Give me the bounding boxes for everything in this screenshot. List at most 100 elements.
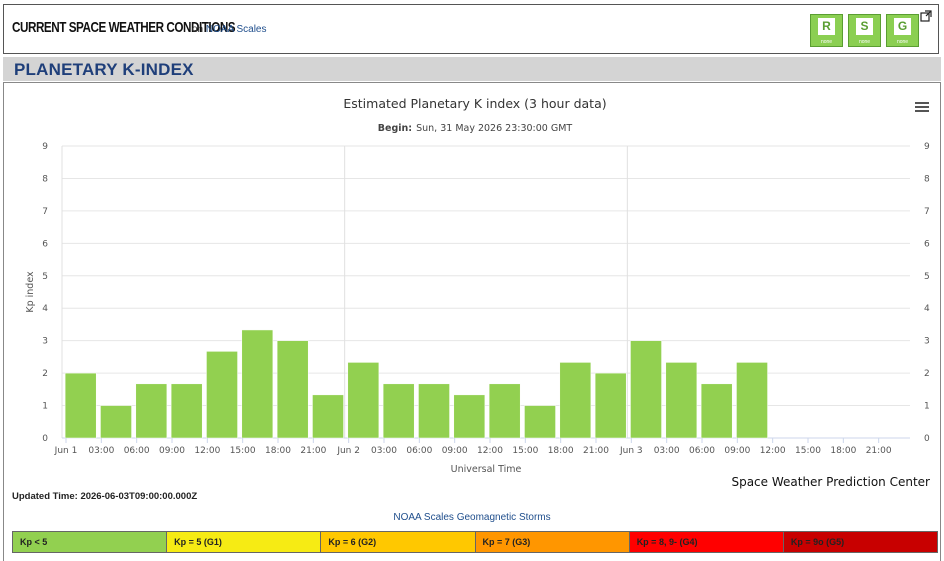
bar-19 xyxy=(736,362,768,439)
y-tick-left-6: 6 xyxy=(42,239,48,249)
x-tick-15: 21:00 xyxy=(583,446,609,456)
bar-4 xyxy=(206,351,238,439)
on-word: on xyxy=(192,24,204,35)
x-tick-3: 09:00 xyxy=(159,446,185,456)
scale-g-badge[interactable]: G none xyxy=(886,14,919,47)
x-tick-8: Jun 2 xyxy=(336,446,360,456)
x-tick-22: 18:00 xyxy=(830,446,856,456)
x-tick-2: 06:00 xyxy=(124,446,150,456)
x-tick-13: 15:00 xyxy=(512,446,538,456)
x-tick-23: 21:00 xyxy=(866,446,892,456)
y-axis-right: 0 1 2 3 4 5 6 7 8 9 xyxy=(924,142,930,444)
kp-legend: Kp < 5 Kp = 5 (G1) Kp = 6 (G2) Kp = 7 (G3) K… xyxy=(12,531,938,553)
updated-time: Updated Time: 2026-06-03T09:00:00.000Z xyxy=(12,491,198,502)
x-tick-20: 12:00 xyxy=(760,446,786,456)
x-tick-6: 18:00 xyxy=(265,446,291,456)
kp-index-chart: Estimated Planetary K index (3 hour data… xyxy=(25,96,930,489)
legend-item-3: Kp = 7 (G3) xyxy=(475,532,630,552)
x-tick-1: 03:00 xyxy=(88,446,114,456)
y-tick-left-0: 0 xyxy=(42,434,48,444)
bar-3 xyxy=(170,383,203,439)
chart-grid xyxy=(61,145,910,439)
y-tick-right-1: 1 xyxy=(924,402,930,412)
chart-title: Estimated Planetary K index (3 hour data… xyxy=(343,96,606,111)
bar-13 xyxy=(524,405,556,439)
bar-8 xyxy=(347,362,380,439)
scale-g-sub: none xyxy=(896,39,909,45)
y-tick-left-2: 2 xyxy=(42,369,48,379)
chart-menu-icon[interactable] xyxy=(915,101,929,113)
bar-0 xyxy=(64,372,97,439)
x-tick-4: 12:00 xyxy=(194,446,220,456)
y-axis-label: Kp index xyxy=(25,271,36,313)
geomagnetic-storms-link[interactable]: NOAA Scales Geomagnetic Storms xyxy=(0,512,944,523)
y-tick-right-0: 0 xyxy=(924,434,930,444)
bar-18 xyxy=(700,383,733,439)
y-tick-right-6: 6 xyxy=(924,239,930,249)
y-tick-left-3: 3 xyxy=(42,337,48,347)
y-tick-left-8: 8 xyxy=(42,174,48,184)
legend-item-1: Kp = 5 (G1) xyxy=(167,532,322,552)
y-tick-right-7: 7 xyxy=(924,207,930,217)
bar-11 xyxy=(453,394,486,439)
x-tick-17: 03:00 xyxy=(654,446,680,456)
x-tick-5: 15:00 xyxy=(230,446,256,456)
subtitle-value: Sun, 31 May 2026 23:30:00 GMT xyxy=(416,123,572,134)
section-header: PLANETARY K-INDEX xyxy=(3,57,941,81)
x-tick-16: Jun 3 xyxy=(619,446,643,456)
bar-5 xyxy=(241,329,274,439)
x-tick-7: 21:00 xyxy=(300,446,326,456)
y-tick-left-1: 1 xyxy=(42,402,48,412)
x-tick-19: 09:00 xyxy=(724,446,750,456)
popout-icon[interactable] xyxy=(920,10,932,22)
y-tick-left-5: 5 xyxy=(42,272,48,282)
top-bar: CURRENT SPACE WEATHER CONDITIONS on NOAA… xyxy=(3,4,939,54)
chart-panel xyxy=(3,82,941,561)
y-tick-right-2: 2 xyxy=(924,369,930,379)
bar-6 xyxy=(276,340,309,439)
legend-item-2: Kp = 6 (G2) xyxy=(321,532,476,552)
y-tick-left-4: 4 xyxy=(42,304,48,314)
bar-10 xyxy=(418,383,450,439)
x-tick-0: Jun 1 xyxy=(54,446,78,456)
page-header-title: CURRENT SPACE WEATHER CONDITIONS xyxy=(12,19,236,36)
scale-s-badge[interactable]: S none xyxy=(848,14,881,47)
scale-g-letter: G xyxy=(894,18,911,35)
x-axis: Jun 1 03:00 06:00 09:00 12:00 15:00 18:00 21:00… xyxy=(54,438,892,456)
bar-17 xyxy=(665,362,698,439)
x-tick-18: 06:00 xyxy=(689,446,715,456)
bar-12 xyxy=(488,383,521,439)
y-tick-right-4: 4 xyxy=(924,304,930,314)
x-axis-label: Universal Time xyxy=(451,464,522,475)
bar-1 xyxy=(100,405,132,439)
subtitle-label: Begin: xyxy=(378,123,412,134)
legend-item-0: Kp < 5 xyxy=(13,532,168,552)
y-tick-right-9: 9 xyxy=(924,142,930,152)
bar-2 xyxy=(135,383,168,439)
y-tick-left-7: 7 xyxy=(42,207,48,217)
chart-bars xyxy=(64,329,768,439)
scale-s-sub: none xyxy=(858,39,871,45)
bar-7 xyxy=(312,394,344,439)
x-tick-10: 06:00 xyxy=(406,446,432,456)
scale-r-badge[interactable]: R none xyxy=(810,14,843,47)
legend-item-5: Kp = 9o (G5) xyxy=(783,532,938,552)
x-tick-9: 03:00 xyxy=(371,446,397,456)
header-on-text: on NOAA Scales xyxy=(192,24,267,35)
scale-r-letter: R xyxy=(818,18,835,35)
y-tick-right-5: 5 xyxy=(924,272,930,282)
chart-credit: Space Weather Prediction Center xyxy=(731,475,930,489)
noaa-scales-link[interactable]: NOAA Scales xyxy=(205,24,267,35)
bar-15 xyxy=(594,372,627,439)
section-title: PLANETARY K-INDEX xyxy=(14,60,194,79)
storms-link-text[interactable]: NOAA Scales Geomagnetic Storms xyxy=(393,512,551,523)
y-tick-right-8: 8 xyxy=(924,174,930,184)
bar-14 xyxy=(559,362,592,439)
y-tick-left-9: 9 xyxy=(42,142,48,152)
bar-9 xyxy=(382,383,415,439)
x-tick-11: 09:00 xyxy=(442,446,468,456)
bar-16 xyxy=(630,340,662,439)
scale-r-sub: none xyxy=(820,39,833,45)
x-tick-21: 15:00 xyxy=(795,446,821,456)
y-axis-left: 0 1 2 3 4 5 6 7 8 9 xyxy=(42,142,48,444)
